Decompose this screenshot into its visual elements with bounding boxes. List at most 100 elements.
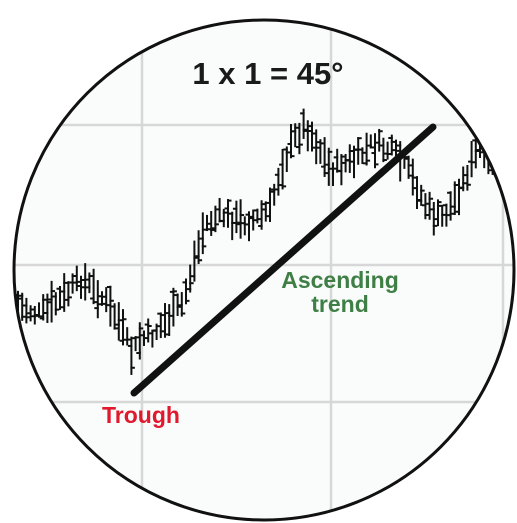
price-bar <box>430 202 438 236</box>
price-bar <box>144 318 152 343</box>
price-bar <box>195 230 203 264</box>
price-bar <box>329 162 337 187</box>
price-bar <box>371 133 379 169</box>
price-bar <box>169 287 177 327</box>
price-bar <box>94 280 102 319</box>
price-bar <box>111 303 119 330</box>
price-bar <box>241 216 249 236</box>
price-bar <box>262 201 270 222</box>
price-bar <box>220 208 228 228</box>
price-bar <box>249 209 257 231</box>
price-bar <box>258 200 266 230</box>
price-bar <box>207 211 215 236</box>
price-bar <box>451 181 459 215</box>
price-bar <box>27 305 35 322</box>
price-bar <box>417 184 425 206</box>
trend-line <box>130 123 437 397</box>
price-bar <box>98 291 106 306</box>
price-bar <box>52 292 60 316</box>
price-bar <box>39 294 47 321</box>
price-bar <box>165 304 173 336</box>
price-bar <box>85 272 93 294</box>
price-bar <box>237 199 245 239</box>
trend-label-line2: trend <box>311 291 369 317</box>
price-bar <box>77 275 85 299</box>
price-bar <box>438 204 446 227</box>
price-bar <box>409 158 417 196</box>
price-bar <box>358 147 366 165</box>
price-bar <box>69 273 77 294</box>
price-bar <box>161 303 169 338</box>
price-bar <box>60 273 68 312</box>
price-bar <box>388 134 396 156</box>
price-bar <box>321 137 329 177</box>
price-bar <box>384 141 392 160</box>
price-bar <box>199 212 207 255</box>
price-bar <box>18 292 26 321</box>
price-bar <box>468 140 476 178</box>
price-bar <box>211 205 219 233</box>
price-bar <box>35 302 43 318</box>
price-bar <box>266 187 274 222</box>
price-bar <box>64 281 72 307</box>
price-bar <box>434 199 442 227</box>
price-bar <box>22 297 30 324</box>
price-bar <box>190 240 198 282</box>
price-bar <box>253 208 261 224</box>
price-bar <box>312 129 320 165</box>
price-bar <box>447 191 455 221</box>
price-bar <box>304 120 312 152</box>
price-bar <box>123 327 131 346</box>
price-bar <box>379 137 387 163</box>
price-bar <box>405 155 413 179</box>
price-bar <box>136 322 144 360</box>
price-bar <box>106 285 114 327</box>
price-bar <box>287 123 295 159</box>
price-bar <box>501 146 509 189</box>
price-bar <box>493 151 501 166</box>
price-bar <box>174 293 182 316</box>
price-bar <box>316 139 324 164</box>
price-bar <box>270 183 278 206</box>
price-bar <box>245 211 253 242</box>
price-bar <box>127 336 135 375</box>
price-bar <box>421 193 429 220</box>
price-bar <box>459 166 467 192</box>
price-bar <box>119 309 127 346</box>
title-label: 1 x 1 = 45° <box>192 56 343 91</box>
price-bar <box>279 148 287 190</box>
price-bar <box>186 264 194 293</box>
price-bar <box>300 108 308 139</box>
price-bars <box>14 108 509 375</box>
lens-background <box>14 20 514 520</box>
price-bar <box>354 137 362 165</box>
price-bar <box>224 199 232 228</box>
price-bar <box>115 302 123 341</box>
price-bar <box>182 278 190 305</box>
price-bar <box>337 154 345 186</box>
price-bar <box>102 287 110 313</box>
price-bar <box>291 123 299 148</box>
price-bar <box>346 144 354 173</box>
price-bar <box>56 286 64 310</box>
price-bar <box>132 336 140 352</box>
price-bar <box>308 121 316 152</box>
trough-label: Trough <box>102 402 180 428</box>
price-bar <box>283 146 291 173</box>
price-bar <box>157 312 165 339</box>
price-bar <box>178 292 186 317</box>
price-bar <box>140 330 148 346</box>
price-bar <box>325 147 333 186</box>
price-bar <box>274 167 282 196</box>
price-bar <box>295 122 303 155</box>
price-bar <box>367 134 375 149</box>
price-bar <box>232 200 240 234</box>
price-bar <box>497 161 505 177</box>
lens-border <box>12 18 516 522</box>
price-bar <box>442 203 450 227</box>
price-bar <box>463 165 471 191</box>
price-bar <box>48 280 56 323</box>
price-bar <box>153 323 161 341</box>
